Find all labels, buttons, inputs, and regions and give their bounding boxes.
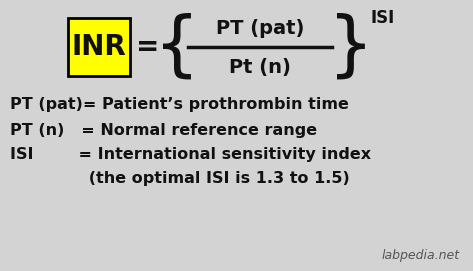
Text: PT (n)   = Normal reference range: PT (n) = Normal reference range	[10, 122, 317, 137]
Text: INR: INR	[71, 33, 126, 61]
Text: =: =	[136, 33, 160, 61]
FancyBboxPatch shape	[68, 18, 130, 76]
Text: $\{$: $\{$	[152, 12, 192, 82]
Text: (the optimal ISI is 1.3 to 1.5): (the optimal ISI is 1.3 to 1.5)	[10, 170, 350, 186]
Text: ISI: ISI	[371, 9, 395, 27]
Text: PT (pat)= Patient’s prothrombin time: PT (pat)= Patient’s prothrombin time	[10, 98, 349, 112]
Text: $\}$: $\}$	[326, 12, 366, 82]
Text: Pt (n): Pt (n)	[229, 57, 291, 76]
Text: labpedia.net: labpedia.net	[382, 249, 460, 262]
Text: ISI        = International sensitivity index: ISI = International sensitivity index	[10, 147, 371, 163]
Text: PT (pat): PT (pat)	[216, 18, 304, 37]
